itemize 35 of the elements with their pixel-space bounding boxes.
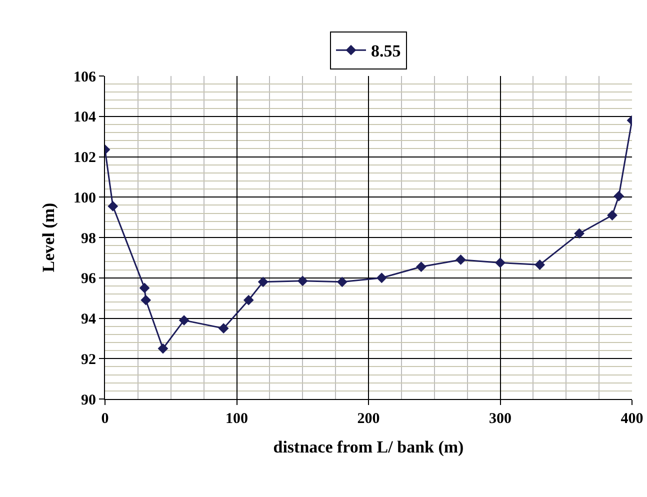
point: [218, 323, 229, 334]
y-tick-label: 96: [81, 271, 96, 288]
y-tick-label: 100: [74, 190, 96, 206]
x-tick-label: 100: [226, 411, 248, 427]
y-tick-label: 94: [81, 312, 96, 328]
y-tick-label: 104: [74, 110, 96, 126]
point: [140, 294, 152, 306]
y-tick-label: 90: [81, 392, 96, 408]
point: [139, 282, 150, 294]
legend-label: 8.55: [371, 42, 401, 61]
point: [178, 315, 190, 326]
point: [614, 190, 624, 202]
point: [574, 228, 584, 239]
point: [158, 343, 168, 354]
y-tick-label: 106: [74, 69, 96, 86]
point: [534, 260, 545, 270]
point: [495, 258, 506, 268]
y-tick-label: 98: [81, 230, 96, 247]
point: [243, 294, 254, 306]
point: [297, 276, 308, 286]
point: [416, 262, 426, 272]
x-tick-label: 300: [489, 411, 512, 427]
point: [456, 254, 466, 265]
y-tick-label: 92: [81, 352, 96, 368]
x-tick-label: 400: [620, 411, 644, 427]
point: [336, 276, 348, 288]
point: [376, 272, 387, 284]
x-tick-label: 0: [101, 411, 109, 427]
x-axis-title: distnace from L/ bank (m): [273, 437, 464, 456]
point: [607, 210, 618, 220]
point: [258, 276, 268, 288]
point: [108, 201, 118, 212]
x-tick-label: 200: [357, 411, 380, 427]
y-tick-label: 102: [74, 150, 96, 166]
y-axis-title: Level (m): [39, 202, 58, 272]
